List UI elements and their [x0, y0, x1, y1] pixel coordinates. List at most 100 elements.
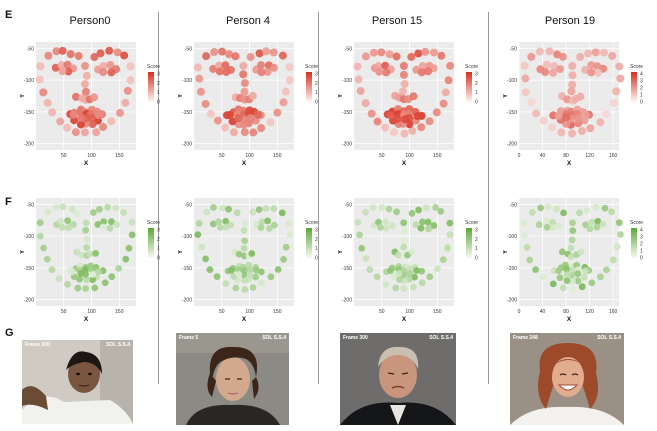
x-tick-label: 50 [219, 309, 225, 315]
landmark-point [285, 76, 294, 85]
landmark-point [586, 225, 594, 233]
landmark-point [432, 108, 441, 117]
landmark-point [213, 116, 222, 125]
x-tick-label: 150 [273, 309, 282, 315]
landmark-point [543, 217, 551, 224]
landmark-point [240, 226, 248, 234]
landmark-point [574, 277, 582, 285]
landmark-point [77, 113, 86, 122]
landmark-point [57, 61, 66, 70]
landmark-point [400, 79, 409, 88]
y-tick-label: -150 [342, 266, 352, 272]
landmark-point [408, 209, 416, 217]
landmark-point [569, 286, 577, 293]
video-stamp: SOL S.S.4 [597, 335, 621, 341]
landmark-point [568, 129, 577, 138]
x-tick-label: 80 [563, 309, 569, 315]
video-stamp: SOL S.S.4 [262, 335, 286, 341]
landmark-point [548, 123, 557, 132]
landmark-point [425, 117, 434, 126]
landmark-point [249, 284, 257, 291]
landmark-scatter-e-1: -50 -100 -150 -200 50 100 150 X Y Score 3 2 1 0 [178, 42, 318, 167]
landmark-point [88, 120, 97, 129]
landmark-point [89, 276, 96, 284]
landmark-point [82, 285, 90, 292]
landmark-point [417, 68, 426, 77]
landmark-point [74, 210, 81, 217]
landmark-point [613, 243, 621, 251]
landmark-scatter-f-0: -50 -100 -150 -200 50 100 150 X Y Score 3 2 1 0 [20, 198, 160, 323]
legend-colorbar [631, 72, 637, 102]
landmark-point [215, 218, 222, 226]
landmark-scatter-e-3: -50-100-150-20004080120160XYScore43210 [503, 42, 643, 167]
landmark-point [94, 111, 103, 120]
legend-tick-label: 0 [157, 100, 160, 106]
landmark-point [549, 218, 557, 226]
landmark-point [215, 61, 224, 70]
x-tick-label: 150 [115, 153, 124, 159]
landmark-point [280, 255, 287, 263]
landmark-point [257, 61, 266, 70]
landmark-point [361, 99, 370, 108]
landmark-point [528, 208, 536, 216]
landmark-point [401, 236, 408, 244]
landmark-point [389, 128, 398, 137]
landmark-point [217, 223, 224, 231]
landmark-point [225, 111, 234, 120]
landmark-point [240, 128, 249, 137]
landmark-point [382, 218, 390, 226]
landmark-point [409, 283, 417, 291]
landmark-point [358, 244, 366, 252]
person-title: Person0 [69, 15, 111, 27]
landmark-point [421, 47, 430, 56]
landmark-point [587, 68, 596, 77]
landmark-point [241, 237, 249, 245]
landmark-point [91, 284, 99, 292]
x-tick-label: 150 [115, 309, 124, 315]
landmark-point [560, 209, 567, 217]
y-tick-label: -100 [342, 78, 352, 84]
landmark-point [591, 48, 600, 57]
landmark-point [540, 273, 547, 281]
x-tick-label: 150 [273, 153, 282, 159]
landmark-point [375, 67, 384, 76]
landmark-point [99, 122, 108, 131]
panel-label-g: G [5, 327, 14, 339]
x-axis-label: X [567, 160, 572, 167]
legend-tick-label: 1 [640, 93, 643, 99]
legend-title: Score [147, 64, 160, 70]
x-tick-label: 160 [609, 309, 618, 315]
landmark-point [48, 266, 56, 274]
y-axis-label: Y [503, 249, 509, 254]
landmark-point [354, 75, 363, 84]
legend-tick-label: 3 [157, 72, 160, 78]
landmark-point [549, 280, 557, 288]
landmark-point [123, 86, 132, 95]
legend-tick-label: 2 [157, 237, 160, 243]
landmark-point [399, 70, 408, 79]
landmark-point [96, 49, 105, 58]
landmark-point [362, 255, 370, 262]
landmark-point [285, 63, 294, 72]
landmark-point [576, 52, 585, 61]
legend-colorbar [466, 228, 472, 258]
legend-tick-label: 4 [640, 228, 643, 234]
y-axis-label: Y [338, 249, 344, 254]
landmark-point [48, 108, 57, 117]
landmark-point [417, 123, 426, 132]
landmark-point [202, 52, 211, 61]
landmark-point [362, 208, 370, 216]
landmark-point [239, 70, 248, 79]
landmark-point [44, 51, 53, 60]
landmark-point [278, 51, 287, 60]
landmark-point [414, 49, 423, 58]
landmark-point [279, 98, 288, 107]
landmark-point [209, 64, 218, 73]
landmark-point [193, 63, 202, 72]
landmark-point [240, 79, 249, 88]
legend-tick-label: 0 [475, 256, 478, 262]
x-tick-label: 50 [61, 309, 67, 315]
landmark-point [526, 256, 534, 264]
x-axis-label: X [84, 316, 89, 323]
landmark-point [218, 47, 227, 56]
